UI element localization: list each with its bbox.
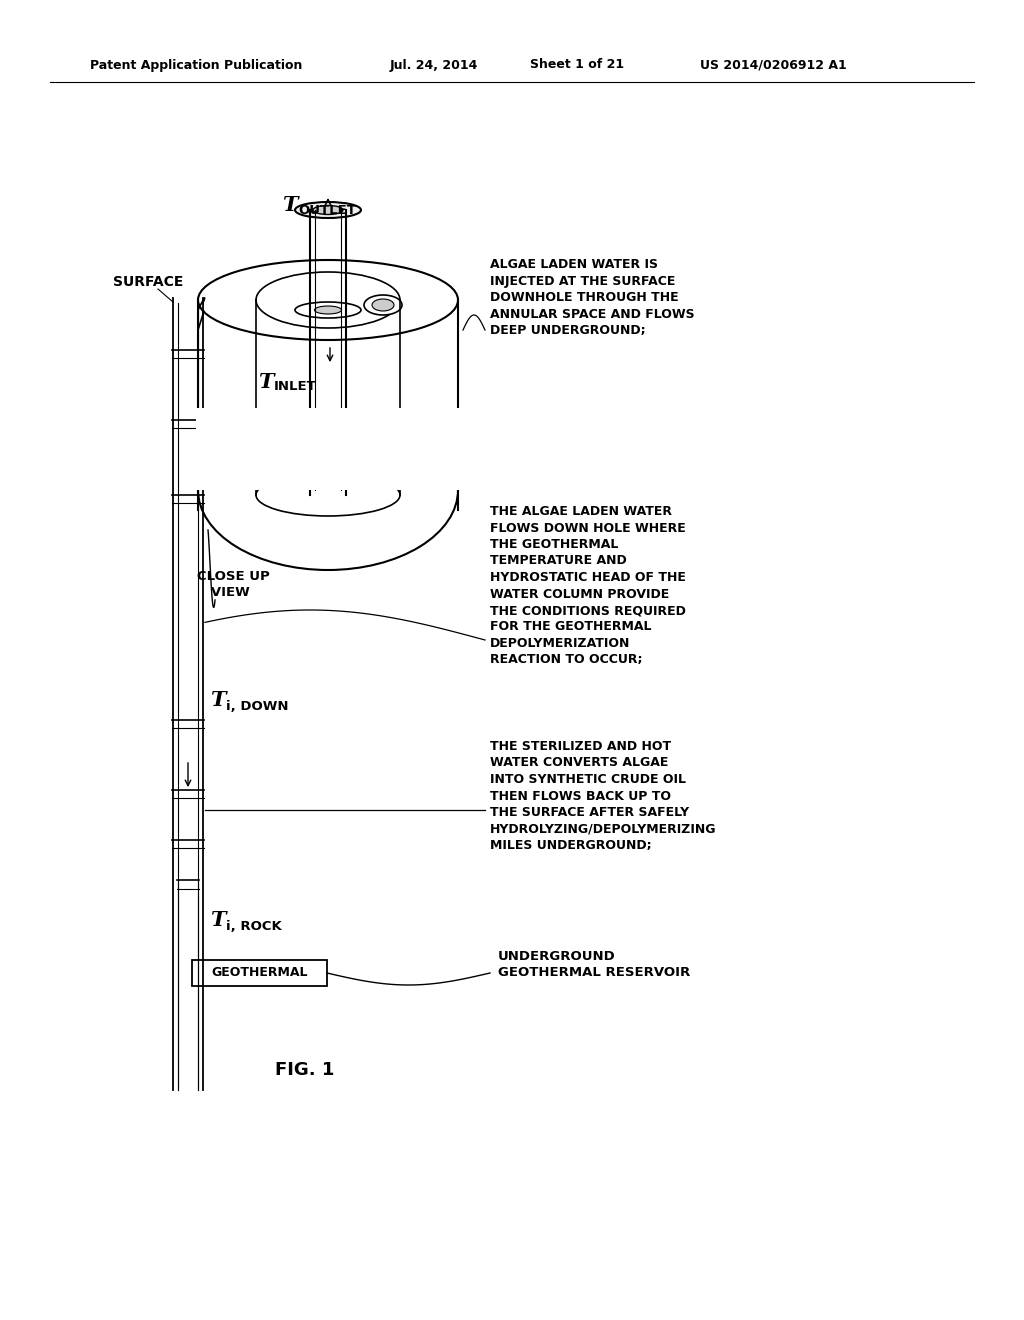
- Text: T: T: [258, 372, 273, 392]
- Ellipse shape: [295, 302, 361, 318]
- Text: T: T: [210, 909, 225, 931]
- Text: THE ALGAE LADEN WATER
FLOWS DOWN HOLE WHERE
THE GEOTHERMAL
TEMPERATURE AND
HYDRO: THE ALGAE LADEN WATER FLOWS DOWN HOLE WH…: [490, 506, 686, 667]
- Text: US 2014/0206912 A1: US 2014/0206912 A1: [700, 58, 847, 71]
- Text: FIG. 1: FIG. 1: [275, 1061, 335, 1078]
- Bar: [196, 408, 460, 490]
- Text: ALGAE LADEN WATER IS
INJECTED AT THE SURFACE
DOWNHOLE THROUGH THE
ANNULAR SPACE : ALGAE LADEN WATER IS INJECTED AT THE SUR…: [490, 257, 694, 337]
- Ellipse shape: [372, 300, 394, 312]
- Text: i, ROCK: i, ROCK: [226, 920, 282, 932]
- Text: UNDERGROUND
GEOTHERMAL RESERVOIR: UNDERGROUND GEOTHERMAL RESERVOIR: [498, 950, 690, 979]
- Ellipse shape: [295, 202, 361, 218]
- Ellipse shape: [364, 294, 402, 315]
- Text: Sheet 1 of 21: Sheet 1 of 21: [530, 58, 624, 71]
- Text: Patent Application Publication: Patent Application Publication: [90, 58, 302, 71]
- Bar: [193, 960, 327, 986]
- Ellipse shape: [314, 306, 341, 314]
- Text: THE STERILIZED AND HOT
WATER CONVERTS ALGAE
INTO SYNTHETIC CRUDE OIL
THEN FLOWS : THE STERILIZED AND HOT WATER CONVERTS AL…: [490, 741, 717, 851]
- Text: GEOTHERMAL: GEOTHERMAL: [211, 966, 308, 979]
- Text: i, DOWN: i, DOWN: [226, 700, 289, 713]
- Text: SURFACE: SURFACE: [113, 275, 183, 289]
- Text: INLET: INLET: [274, 380, 316, 393]
- Text: T: T: [282, 195, 298, 215]
- Text: OUTLET: OUTLET: [298, 203, 356, 216]
- Text: Jul. 24, 2014: Jul. 24, 2014: [390, 58, 478, 71]
- Ellipse shape: [313, 206, 343, 214]
- Text: CLOSE UP
   VIEW: CLOSE UP VIEW: [197, 570, 269, 599]
- Text: T: T: [210, 690, 225, 710]
